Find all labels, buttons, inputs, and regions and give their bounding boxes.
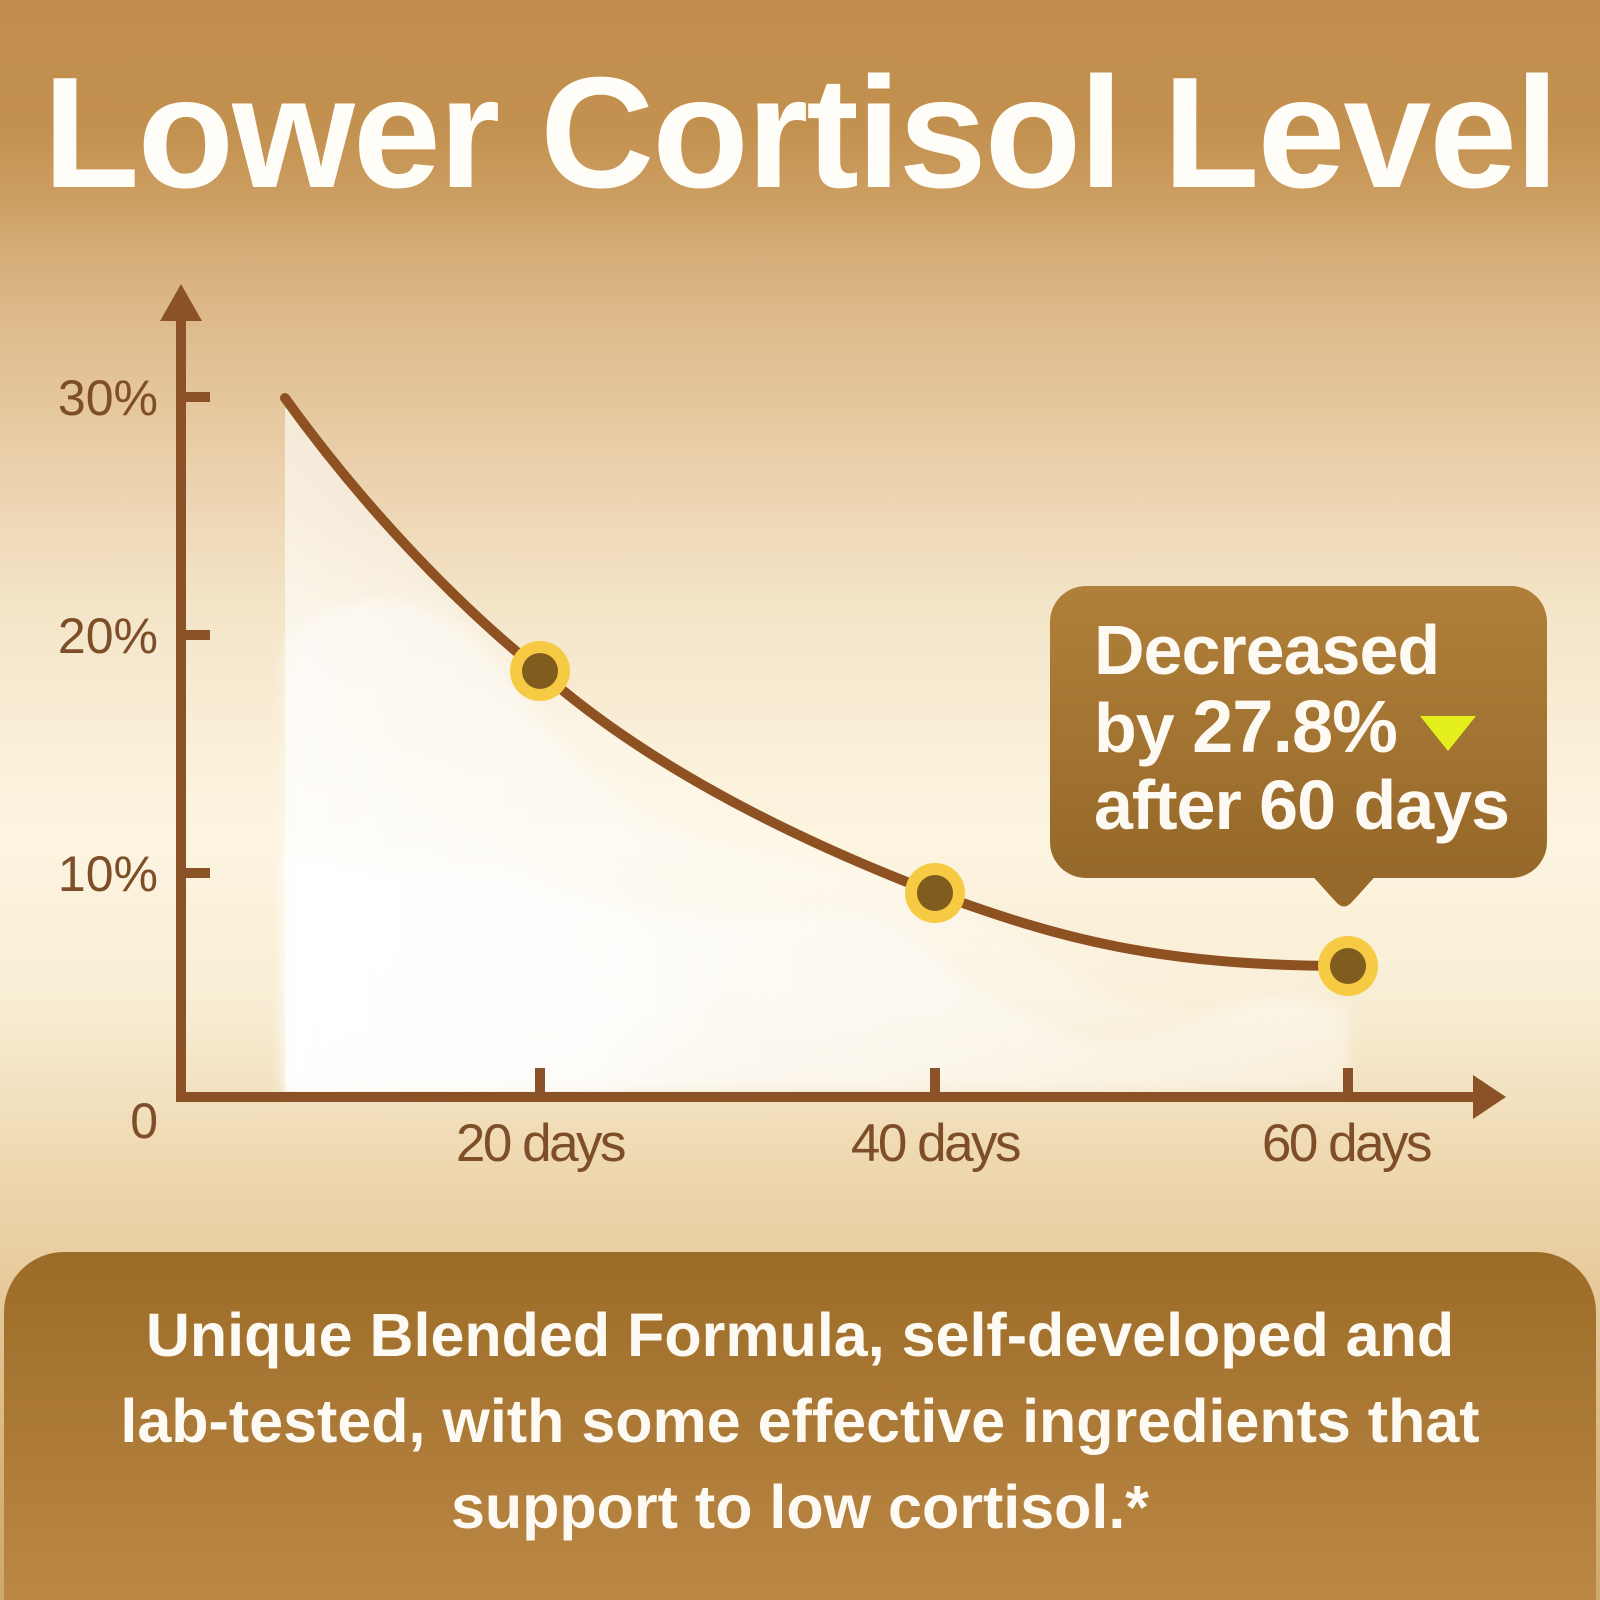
svg-text:by 27.8%: by 27.8% <box>1094 685 1397 768</box>
svg-text:40 days: 40 days <box>851 1114 1020 1173</box>
svg-text:Decreased: Decreased <box>1094 611 1439 689</box>
svg-text:10%: 10% <box>58 846 158 902</box>
svg-text:60 days: 60 days <box>1262 1114 1431 1173</box>
svg-text:0: 0 <box>130 1093 158 1149</box>
svg-text:after 60 days: after 60 days <box>1094 766 1509 844</box>
svg-text:20%: 20% <box>58 608 158 664</box>
svg-text:20 days: 20 days <box>456 1114 625 1173</box>
svg-text:30%: 30% <box>58 370 158 426</box>
